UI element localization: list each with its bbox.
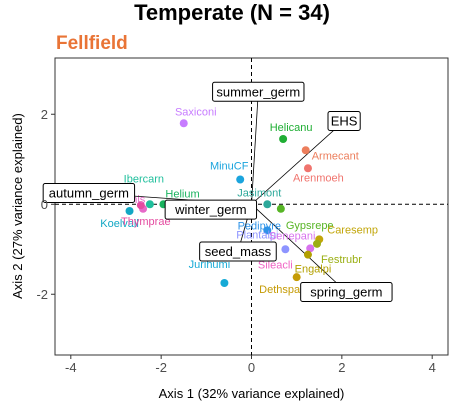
species-point	[263, 226, 272, 235]
species-point	[236, 175, 245, 184]
species-point	[263, 200, 272, 209]
x-axis-title: Axis 1 (32% variance explained)	[159, 386, 345, 401]
species-label: Engalpi	[295, 264, 332, 276]
species-point	[136, 201, 145, 210]
y-axis-title: Axis 2 (27% variance explained)	[10, 113, 25, 299]
species-label: Arenmoeh	[293, 172, 344, 184]
chart-subtitle: Fellfield	[56, 33, 128, 54]
trait-label: EHS	[331, 114, 358, 129]
species-label: Senepani	[269, 230, 316, 242]
species-label: Jurihumi	[189, 259, 231, 271]
species-label: Koelvall	[100, 218, 139, 230]
species-label: Ibercarn	[124, 173, 164, 185]
species-label: Helicanu	[270, 122, 313, 134]
trait-label-box	[42, 183, 136, 203]
species-point	[292, 273, 301, 282]
species-label: Caresemp	[327, 224, 378, 236]
trait-label: seed_mass	[205, 244, 272, 259]
species-label: Pedipyre	[238, 220, 281, 232]
trait-label-box	[212, 81, 305, 102]
species-point	[279, 135, 288, 143]
species-label: MinuCF	[210, 161, 249, 173]
species-point	[313, 239, 321, 248]
trait-vector	[251, 91, 259, 205]
species-point	[281, 245, 290, 254]
species-label: Armecant	[312, 150, 359, 162]
trait-label-box	[300, 282, 393, 302]
y-tick-label: 2	[41, 107, 48, 122]
trait-vector	[251, 120, 345, 205]
x-tick-label: 2	[338, 360, 345, 375]
trait-label-box	[327, 111, 361, 131]
trait-label: winter_germ	[174, 202, 247, 217]
trait-label-box	[164, 199, 258, 220]
trait-label-box	[199, 241, 277, 262]
species-label: Jasimont	[237, 187, 281, 199]
trait-label: autumn_germ	[49, 186, 129, 201]
species-label: Thymprae	[121, 216, 171, 228]
species-label: Gypsrepe	[286, 220, 334, 232]
trait-vector	[251, 203, 347, 293]
species-point	[276, 204, 285, 213]
species-label: Dethspa	[259, 284, 301, 296]
species-point	[125, 207, 134, 215]
x-tick-label: 0	[248, 360, 255, 375]
chart-title: Temperate (N = 34)	[134, 0, 330, 25]
y-tick-label: -2	[36, 287, 48, 302]
x-tick-label: -4	[65, 360, 77, 375]
species-label: Sileacli	[258, 259, 293, 271]
species-point	[220, 279, 229, 287]
species-point	[303, 164, 312, 173]
species-point	[303, 250, 312, 259]
species-label: Helium	[165, 188, 199, 200]
trait-label: summer_germ	[216, 84, 300, 99]
y-tick-label: 0	[41, 197, 48, 212]
species-point	[301, 146, 310, 155]
species-point	[145, 200, 154, 209]
trait-label: spring_germ	[310, 285, 382, 300]
species-label: Festrubr	[321, 254, 362, 266]
species-point	[306, 244, 315, 253]
x-tick-label: -2	[155, 360, 167, 375]
species-label: Plantalpi	[236, 229, 278, 241]
x-tick-label: 4	[429, 360, 436, 375]
species-point	[179, 119, 188, 128]
species-label: Saxiconi	[175, 106, 217, 118]
